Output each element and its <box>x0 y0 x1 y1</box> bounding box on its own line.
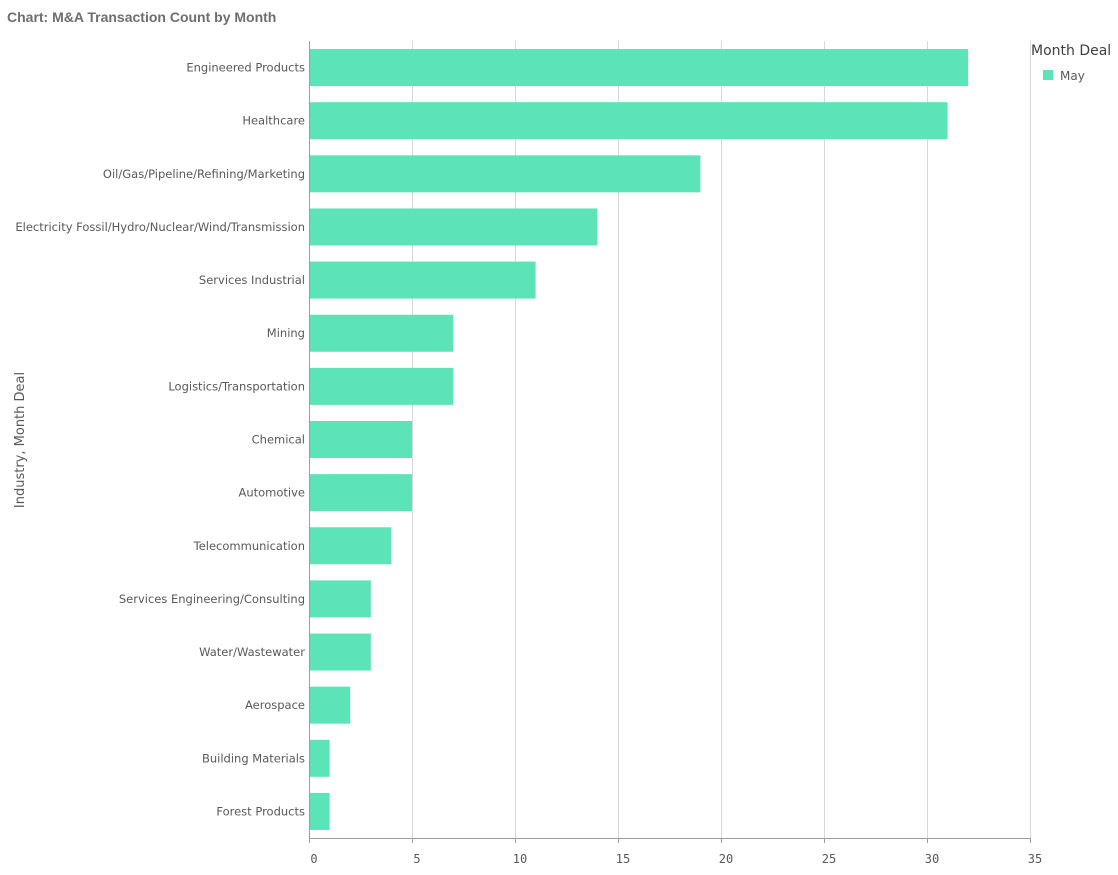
x-tick-label: 35 <box>1028 852 1042 866</box>
bar-electricity-fossil-hydro-nuclear-wind-transmission[interactable] <box>310 208 598 246</box>
x-tick-label: 30 <box>925 852 939 866</box>
category-label: Oil/Gas/Pipeline/Refining/Marketing <box>103 167 305 181</box>
x-tick-label: 5 <box>413 852 420 866</box>
x-tick-label: 10 <box>513 852 527 866</box>
category-label: Services Engineering/Consulting <box>119 592 305 606</box>
x-tick-label: 0 <box>310 852 317 866</box>
category-label: Building Materials <box>202 751 305 765</box>
bars <box>310 49 969 830</box>
bar-oil-gas-pipeline-refining-marketing[interactable] <box>310 155 701 193</box>
bar-automotive[interactable] <box>310 474 412 512</box>
category-label: Automotive <box>238 486 305 500</box>
category-label: Aerospace <box>245 698 305 712</box>
category-label: Healthcare <box>242 114 305 128</box>
bar-logistics-transportation[interactable] <box>310 367 454 405</box>
legend-label-may: May <box>1060 69 1085 83</box>
x-tick-label: 20 <box>719 852 733 866</box>
category-labels: Engineered Products Healthcare Oil/Gas/Pip… <box>15 61 305 819</box>
bar-water-wastewater[interactable] <box>310 633 371 671</box>
x-tick-labels: 0 5 10 15 20 25 30 35 <box>310 852 1042 866</box>
category-label: Forest Products <box>216 804 305 818</box>
bar-forest-products[interactable] <box>310 792 330 830</box>
category-label: Water/Wastewater <box>199 645 305 659</box>
category-label: Services Industrial <box>199 273 305 287</box>
category-label: Electricity Fossil/Hydro/Nuclear/Wind/Tr… <box>15 220 305 234</box>
legend-swatch-may <box>1043 70 1053 80</box>
bar-building-materials[interactable] <box>310 739 330 777</box>
category-label: Telecommunication <box>193 539 305 553</box>
bar-aerospace[interactable] <box>310 686 351 724</box>
bar-engineered-products[interactable] <box>310 49 969 87</box>
bar-services-industrial[interactable] <box>310 261 536 299</box>
category-label: Logistics/Transportation <box>168 379 305 393</box>
bar-telecommunication[interactable] <box>310 527 392 565</box>
category-label: Mining <box>267 326 305 340</box>
y-axis-title: Industry, Month Deal <box>13 372 28 508</box>
legend-title: Month Deal <box>1031 43 1111 59</box>
legend: Month Deal May <box>1031 43 1111 83</box>
category-label: Chemical <box>252 433 305 447</box>
bar-mining[interactable] <box>310 314 454 352</box>
bar-services-engineering-consulting[interactable] <box>310 580 371 618</box>
category-label: Engineered Products <box>186 61 305 75</box>
axes <box>309 41 1031 843</box>
x-tick-label: 15 <box>616 852 630 866</box>
chart-title: Chart: M&A Transaction Count by Month <box>7 9 277 25</box>
bar-chemical[interactable] <box>310 421 412 458</box>
bar-healthcare[interactable] <box>310 102 948 140</box>
x-tick-label: 25 <box>822 852 836 866</box>
gridlines <box>412 41 1031 838</box>
